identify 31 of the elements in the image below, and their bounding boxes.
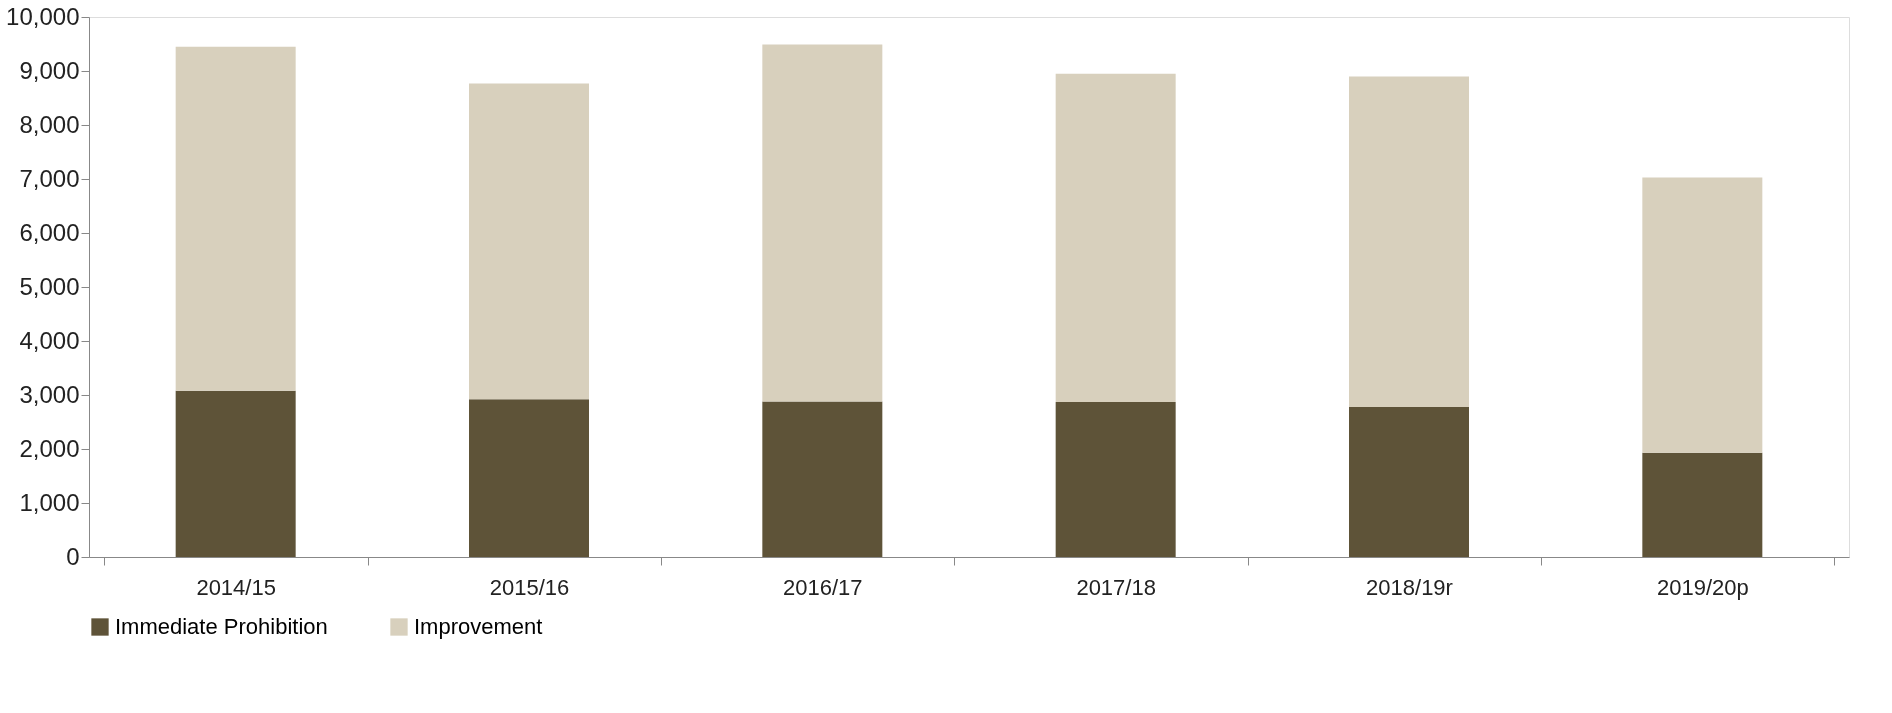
y-tick-label: 6,000 <box>19 218 80 246</box>
legend-label: Immediate Prohibition <box>115 614 328 639</box>
bar <box>762 44 883 402</box>
y-tick-label: 4,000 <box>19 326 80 354</box>
bar <box>1349 76 1469 407</box>
y-tick-label: 10,000 <box>6 2 80 30</box>
y-tick-label: 9,000 <box>19 56 80 84</box>
y-tick-label: 3,000 <box>19 380 80 408</box>
y-tick-label: 2,000 <box>19 434 80 462</box>
y-tick-label: 0 <box>66 542 80 570</box>
bar <box>1642 452 1763 557</box>
y-tick-label: 1,000 <box>19 488 80 516</box>
bar <box>175 46 296 391</box>
x-tick-label: 2018/19r <box>1366 574 1453 600</box>
y-tick-label: 7,000 <box>19 164 80 192</box>
y-tick-label: 8,000 <box>19 110 80 138</box>
bar <box>762 401 883 557</box>
bar <box>1642 177 1763 453</box>
bar <box>1349 406 1469 557</box>
bar <box>175 390 296 557</box>
x-tick-label: 2014/15 <box>196 574 276 600</box>
y-tick-label: 5,000 <box>19 272 80 300</box>
bar <box>1055 73 1176 403</box>
legend-label: Improvement <box>414 614 543 639</box>
bar <box>469 83 589 400</box>
x-tick-label: 2019/20p <box>1656 574 1749 600</box>
x-tick-label: 2016/17 <box>783 574 863 600</box>
x-tick-label: 2017/18 <box>1076 574 1156 600</box>
bar <box>469 399 589 557</box>
bar <box>1055 402 1176 557</box>
x-tick-label: 2015/16 <box>489 574 570 600</box>
